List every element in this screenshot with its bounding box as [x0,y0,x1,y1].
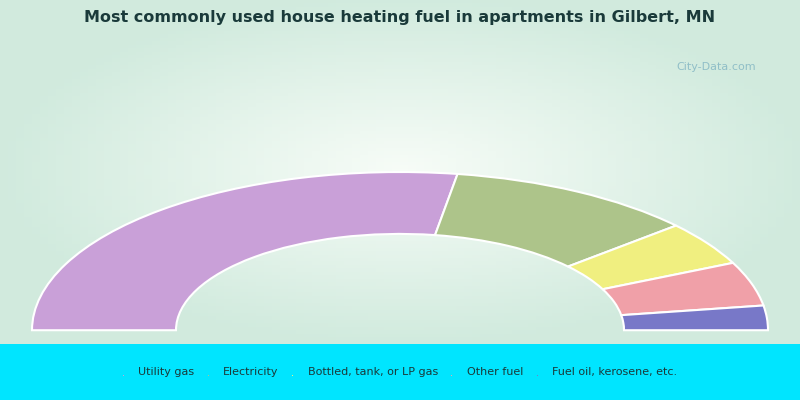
Text: Most commonly used house heating fuel in apartments in Gilbert, MN: Most commonly used house heating fuel in… [85,10,715,25]
Legend: Utility gas, Electricity, Bottled, tank, or LP gas, Other fuel, Fuel oil, kerose: Utility gas, Electricity, Bottled, tank,… [118,362,682,382]
Wedge shape [32,172,458,330]
Wedge shape [435,174,676,266]
Wedge shape [602,263,763,315]
Wedge shape [568,226,733,289]
Wedge shape [622,306,768,330]
Text: City-Data.com: City-Data.com [676,62,756,72]
